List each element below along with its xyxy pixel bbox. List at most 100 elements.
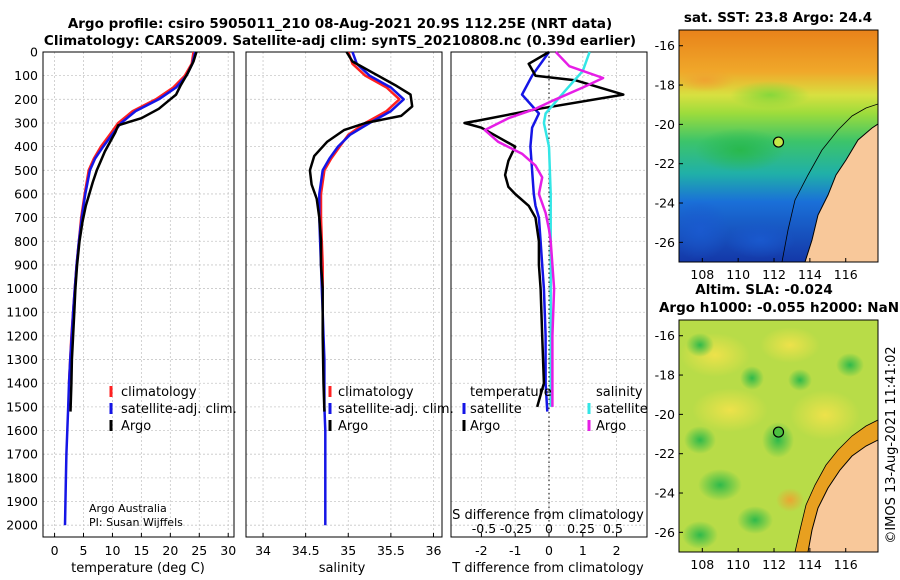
x-tick-label: 30 — [220, 543, 236, 558]
series-line-temperature-argo — [463, 50, 625, 408]
difference-grid — [451, 51, 647, 537]
sla-high-patch — [790, 390, 860, 440]
depth-tick-label: 700 — [14, 210, 38, 225]
t-difference-tick-labels: -2 -1 0 1 2 — [475, 543, 620, 558]
difference-lines — [463, 50, 625, 412]
sst-latitude-ticks: -16 -18 -20 -22 -24 -26 — [655, 38, 683, 250]
lon-tick-label: 110 — [726, 557, 750, 572]
x-tick-label: 10 — [105, 543, 121, 558]
x-tick-label: 35 — [340, 543, 356, 558]
sst-lime-patch — [730, 81, 810, 109]
depth-tick-label: 2000 — [6, 518, 38, 533]
sla-map-panel: Altim. SLA: -0.024 Argo h1000: -0.055 h2… — [655, 282, 899, 572]
legend-label-argo: Argo — [338, 419, 368, 434]
lon-tick-label: 112 — [762, 267, 786, 282]
temperature-axes-box — [42, 51, 235, 538]
sla-high-patch — [776, 488, 804, 512]
sst-cool-patch — [725, 222, 795, 258]
sst-argo-position-marker — [772, 136, 785, 148]
x-tick-label: -2 — [475, 543, 487, 558]
lat-tick-label: -26 — [655, 525, 675, 540]
sla-map-frame — [678, 319, 879, 553]
sla-low-patch — [684, 426, 716, 454]
sla-latitude-ticks: -16 -18 -20 -22 -24 -26 — [655, 328, 683, 540]
sst-cool-patch — [679, 200, 730, 260]
x-tick-label: 20 — [162, 543, 178, 558]
depth-tick-label: 1800 — [6, 470, 38, 485]
x-tick-label: 35.5 — [377, 543, 405, 558]
salinity-panel: 34 34.5 35 35.5 36 salinity climatology sate… — [245, 51, 454, 576]
depth-tick-label: 200 — [14, 92, 38, 107]
temperature-xlabel: temperature (deg C) — [71, 561, 205, 576]
x-tick-label: 0 — [51, 543, 59, 558]
depth-tick-label: 800 — [14, 234, 38, 249]
s-diff-tick-label: -0.25 — [500, 521, 532, 536]
lon-tick-label: 114 — [798, 557, 822, 572]
lon-tick-label: 108 — [690, 557, 714, 572]
sla-low-patch — [740, 366, 764, 390]
lat-tick-label: -16 — [655, 38, 675, 53]
difference-legend: temperature salinity satellite Argo sate… — [462, 385, 648, 434]
x-tick-label: 0 — [545, 543, 553, 558]
figure-title-line1: Argo profile: csiro 5905011_210 08-Aug-2… — [68, 16, 612, 32]
sla-high-patch — [692, 388, 768, 432]
lon-tick-label: 116 — [834, 557, 858, 572]
depth-tick-label: 1700 — [6, 447, 38, 462]
temperature-lines — [63, 51, 198, 526]
depth-tick-label: 600 — [14, 186, 38, 201]
legend-label-t-argo: Argo — [470, 419, 500, 434]
sla-longitude-ticks: 108 110 112 114 116 — [690, 548, 858, 572]
sla-low-patch — [737, 506, 773, 534]
lat-tick-label: -20 — [655, 407, 675, 422]
legend-label-argo: Argo — [121, 419, 151, 434]
series-line-argo — [69, 51, 198, 412]
x-tick-label: 34 — [255, 543, 271, 558]
depth-tick-label: 1000 — [6, 281, 38, 296]
temperature-legend: climatology satellite-adj. clim. Argo — [109, 385, 237, 434]
credit-line2: PI: Susan Wijffels — [89, 516, 183, 529]
lat-tick-label: -20 — [655, 117, 675, 132]
copyright-stamp: ©IMOS 13-Aug-2021 11:41:02 — [884, 346, 899, 543]
sla-map-field — [679, 320, 878, 552]
series-line-salinity-satellite — [542, 51, 591, 407]
depth-tick-label: 1400 — [6, 376, 38, 391]
legend-label-satellite-adj: satellite-adj. clim. — [121, 402, 237, 417]
credit-line1: Argo Australia — [89, 502, 167, 515]
salinity-tick-labels: 34 34.5 35 35.5 36 — [255, 543, 441, 558]
lon-tick-label: 110 — [726, 267, 750, 282]
legend-label-climatology: climatology — [121, 385, 197, 400]
salinity-axes-box — [245, 51, 443, 538]
series-line-argo — [308, 51, 414, 412]
depth-tick-label: 1900 — [6, 494, 38, 509]
depth-tick-label: 500 — [14, 163, 38, 178]
lat-tick-label: -18 — [655, 368, 675, 383]
sla-low-patch — [762, 422, 794, 458]
series-line-satellite-adj-clim- — [63, 51, 197, 526]
sst-map-title: sat. SST: 23.8 Argo: 24.4 — [684, 10, 872, 26]
depth-tick-label: 1200 — [6, 328, 38, 343]
x-tick-label: -1 — [509, 543, 521, 558]
s-difference-xlabel: S difference from climatology — [452, 508, 644, 523]
lon-tick-label: 116 — [834, 267, 858, 282]
sla-map-title-line2: Argo h1000: -0.055 h2000: NaN — [659, 300, 899, 316]
salinity-lines — [308, 51, 414, 526]
sla-map-title-line1: Altim. SLA: -0.024 — [695, 282, 832, 298]
sst-warm-patch — [679, 68, 735, 92]
sst-map-panel: sat. SST: 23.8 Argo: 24.4 108 110 112 114 11… — [655, 10, 879, 282]
depth-tick-label: 1600 — [6, 423, 38, 438]
sla-low-patch — [788, 369, 812, 391]
lat-tick-label: -24 — [655, 196, 675, 211]
sla-low-patch — [836, 353, 864, 377]
figure-title-line2: Climatology: CARS2009. Satellite-adj cli… — [44, 33, 636, 49]
s-difference-tick-labels: -0.5 -0.25 0 0.25 0.5 — [472, 521, 623, 536]
x-tick-label: 15 — [133, 543, 149, 558]
series-line-salinity-argo — [483, 51, 605, 407]
x-tick-label: 36 — [426, 543, 442, 558]
depth-tick-label: 900 — [14, 257, 38, 272]
depth-tick-label: 1500 — [6, 399, 38, 414]
lon-tick-label: 114 — [798, 267, 822, 282]
s-diff-tick-label: -0.5 — [472, 521, 496, 536]
s-diff-tick-label: 0 — [545, 521, 553, 536]
temperature-grid — [43, 51, 234, 537]
salinity-grid — [246, 51, 442, 537]
